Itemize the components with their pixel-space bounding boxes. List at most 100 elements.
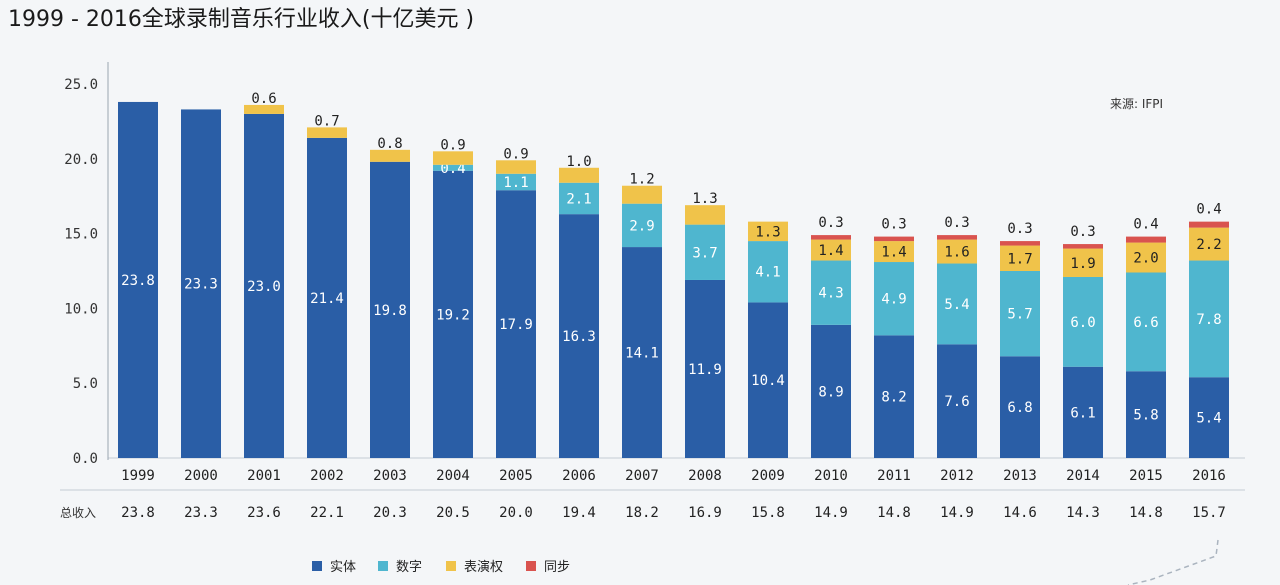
decorative-dashed-line (1127, 539, 1219, 585)
data-label: 0.3 (1007, 221, 1032, 237)
x-tick-label: 2005 (499, 468, 533, 484)
bar-segment-表演权 (1000, 245, 1040, 271)
data-label: 2.2 (1196, 237, 1221, 253)
data-label: 8.9 (818, 384, 843, 400)
total-value: 14.8 (1129, 505, 1163, 521)
data-label: 6.1 (1070, 405, 1095, 421)
x-tick-label: 2016 (1192, 468, 1226, 484)
bar-segment-表演权 (1189, 227, 1229, 261)
data-label: 19.2 (436, 307, 470, 323)
x-tick-label: 2014 (1066, 468, 1100, 484)
data-label: 5.8 (1133, 408, 1158, 424)
total-value: 20.3 (373, 505, 407, 521)
data-label: 4.1 (755, 265, 780, 281)
bar-segment-数字 (559, 182, 599, 215)
legend-label: 数字 (396, 560, 422, 575)
bar-segment-同步 (1000, 241, 1040, 246)
total-value: 15.7 (1192, 505, 1226, 521)
data-label: 2.9 (629, 218, 654, 234)
data-label: 5.4 (1196, 411, 1221, 427)
bar-segment-表演权 (433, 151, 473, 165)
bar-segment-数字 (811, 260, 851, 325)
data-label: 21.4 (310, 291, 344, 307)
data-label: 0.4 (1133, 217, 1158, 233)
bar-segment-表演权 (559, 167, 599, 183)
bar-segment-表演权 (874, 241, 914, 263)
bar-segment-实体 (370, 161, 410, 459)
bar-segment-实体 (1126, 371, 1166, 458)
total-value: 23.6 (247, 505, 281, 521)
x-tick-label: 2000 (184, 468, 218, 484)
x-tick-label: 2002 (310, 468, 344, 484)
total-value: 14.9 (940, 505, 974, 521)
bar-segment-同步 (1189, 221, 1229, 228)
y-tick-label: 15.0 (64, 227, 98, 243)
data-label: 1.6 (944, 245, 969, 261)
data-label: 1.3 (755, 224, 780, 240)
legend-label: 表演权 (464, 559, 503, 575)
bars: 23.8 23.3 23.0 0.6 21.4 0.7 19.8 0.8 19.2 0.4 0.9 1… (118, 91, 1229, 459)
legend-swatch (312, 561, 322, 571)
bar-segment-实体 (559, 214, 599, 458)
data-label: 0.9 (503, 146, 528, 162)
bar-segment-表演权 (685, 205, 725, 225)
data-label: 0.3 (1070, 224, 1095, 240)
data-label: 10.4 (751, 373, 785, 389)
bar-segment-实体 (244, 113, 284, 459)
data-label: 14.1 (625, 346, 659, 362)
bar-segment-数字 (1126, 272, 1166, 372)
bar-segment-实体 (622, 247, 662, 458)
data-label: 11.9 (688, 362, 722, 378)
x-tick-label: 2015 (1129, 468, 1163, 484)
data-label: 16.3 (562, 329, 596, 345)
y-tick-label: 5.0 (73, 376, 98, 392)
source-note: 来源: IFPI (1110, 97, 1163, 111)
data-label: 1.4 (818, 243, 843, 259)
total-value: 14.6 (1003, 505, 1037, 521)
bar-segment-实体 (496, 190, 536, 458)
data-label: 0.9 (440, 137, 465, 153)
legend-swatch (526, 561, 536, 571)
bar-segment-实体 (433, 170, 473, 458)
bar-segment-实体 (1063, 366, 1103, 458)
data-label: 4.3 (818, 286, 843, 302)
bar-segment-数字 (874, 262, 914, 336)
data-label: 5.4 (944, 297, 969, 313)
total-value: 23.8 (121, 505, 155, 521)
y-tick-label: 25.0 (64, 77, 98, 93)
bar-segment-表演权 (1063, 248, 1103, 277)
x-tick-label: 2003 (373, 468, 407, 484)
bar-segment-数字 (937, 263, 977, 345)
bar-segment-实体 (937, 344, 977, 458)
total-value: 20.5 (436, 505, 470, 521)
bar-segment-数字 (1189, 260, 1229, 378)
bar-segment-表演权 (496, 160, 536, 174)
data-label: 23.3 (184, 277, 218, 293)
bar-segment-同步 (1126, 236, 1166, 243)
x-axis: 1999 2000 2001 2002 2003 2004 2005 2006 2007 2008… (60, 468, 1245, 491)
bar-segment-实体 (1000, 356, 1040, 458)
legend-label: 同步 (544, 560, 570, 575)
bar-segment-表演权 (622, 185, 662, 204)
data-label: 0.7 (314, 113, 339, 129)
bar-segment-表演权 (370, 149, 410, 162)
data-label: 1.9 (1070, 256, 1095, 272)
data-label: 19.8 (373, 303, 407, 319)
data-label: 0.4 (1196, 202, 1221, 218)
legend-swatch (446, 561, 456, 571)
x-tick-label: 2006 (562, 468, 596, 484)
bar-segment-同步 (937, 235, 977, 240)
data-label: 8.2 (881, 390, 906, 406)
data-label: 0.3 (944, 215, 969, 231)
bar-segment-数字 (622, 203, 662, 248)
data-label: 0.3 (881, 217, 906, 233)
total-value: 14.3 (1066, 505, 1100, 521)
data-label: 23.0 (247, 279, 281, 295)
data-label: 2.1 (566, 191, 591, 207)
data-label: 0.8 (377, 136, 402, 152)
bar-segment-数字 (1063, 276, 1103, 367)
total-value: 19.4 (562, 505, 596, 521)
bar-segment-实体 (811, 324, 851, 458)
x-tick-label: 2007 (625, 468, 659, 484)
